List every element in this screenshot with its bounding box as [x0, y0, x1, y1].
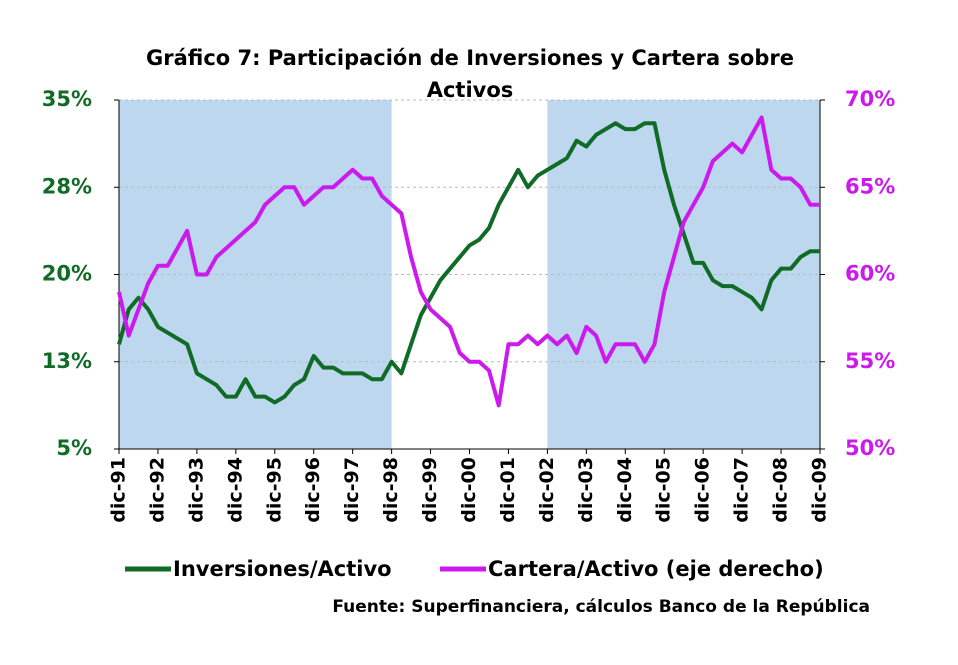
x-tick-label: dic-05	[653, 457, 675, 523]
y-tick-label: 35%	[42, 87, 92, 111]
y2-tick-label: 50%	[845, 436, 895, 460]
x-tick-label: dic-95	[263, 457, 285, 523]
x-tick-label: dic-08	[770, 457, 792, 523]
y-tick-label: 13%	[42, 349, 92, 373]
y2-tick-label: 70%	[845, 87, 895, 111]
x-tick-label: dic-03	[575, 457, 597, 523]
data-line	[117, 115, 820, 408]
legend-label: Inversiones/Activo	[173, 557, 392, 581]
x-tick-label: dic-97	[341, 457, 363, 523]
x-tick-label: dic-99	[419, 457, 441, 523]
y2-tick-label: 60%	[845, 262, 895, 286]
x-tick-label: dic-91	[108, 457, 130, 523]
legend-label: Cartera/Activo (eje derecho)	[488, 557, 824, 581]
x-tick-label: dic-09	[809, 457, 831, 523]
y2-tick-label: 55%	[845, 349, 895, 373]
x-tick-label: dic-92	[146, 457, 168, 523]
x-tick-label: dic-04	[614, 457, 636, 523]
y2-tick-label: 65%	[845, 174, 895, 198]
data-line	[117, 121, 820, 405]
x-tick-label: dic-01	[497, 457, 519, 523]
shaded-region	[119, 100, 392, 449]
chart-title: Gráfico 7: Participación de Inversiones …	[146, 46, 794, 102]
x-tick-label: dic-07	[731, 457, 753, 523]
y-tick-label: 28%	[42, 174, 92, 198]
x-tick-label: dic-93	[185, 457, 207, 523]
x-tick-label: dic-94	[224, 457, 246, 523]
x-tick-label: dic-02	[536, 457, 558, 523]
source-note: Fuente: Superfinanciera, cálculos Banco …	[332, 597, 870, 617]
x-tick-label: dic-96	[302, 457, 324, 523]
x-tick-label: dic-06	[692, 457, 714, 523]
y-tick-label: 20%	[42, 262, 92, 286]
x-tick-label: dic-98	[380, 457, 402, 523]
y-tick-label: 5%	[56, 436, 92, 460]
x-tick-label: dic-00	[458, 457, 480, 523]
